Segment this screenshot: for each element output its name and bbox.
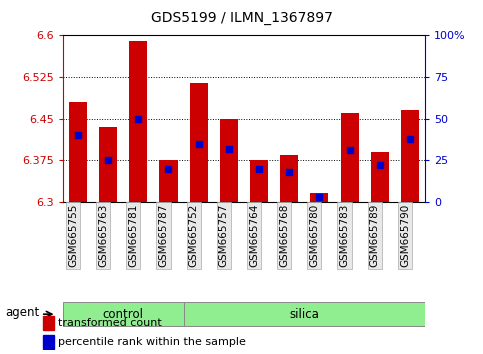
Text: GSM665780: GSM665780 — [310, 204, 319, 267]
Text: transformed count: transformed count — [58, 318, 161, 328]
Bar — [43, 335, 54, 349]
Bar — [371, 152, 389, 202]
Bar — [129, 41, 147, 202]
Bar — [341, 113, 358, 202]
Text: GSM665755: GSM665755 — [68, 204, 78, 267]
Bar — [189, 82, 208, 202]
Text: GSM665764: GSM665764 — [249, 204, 259, 267]
Bar — [250, 160, 268, 202]
Text: agent: agent — [5, 306, 39, 319]
Text: GSM665789: GSM665789 — [370, 204, 380, 267]
Bar — [280, 155, 298, 202]
FancyBboxPatch shape — [184, 302, 425, 326]
Text: GSM665752: GSM665752 — [189, 204, 199, 267]
Bar — [401, 110, 419, 202]
Text: silica: silica — [289, 308, 319, 321]
Text: GSM665783: GSM665783 — [340, 204, 350, 267]
Text: GSM665781: GSM665781 — [128, 204, 138, 267]
FancyBboxPatch shape — [63, 302, 184, 326]
Text: GSM665757: GSM665757 — [219, 204, 229, 267]
Text: GSM665768: GSM665768 — [279, 204, 289, 267]
Bar — [99, 127, 117, 202]
Text: GSM665790: GSM665790 — [400, 204, 410, 267]
Bar — [43, 316, 54, 330]
Text: GSM665787: GSM665787 — [158, 204, 169, 267]
Text: percentile rank within the sample: percentile rank within the sample — [58, 337, 246, 347]
Bar — [69, 102, 87, 202]
Text: control: control — [103, 308, 143, 321]
Bar — [311, 193, 328, 202]
Bar — [220, 119, 238, 202]
Bar — [159, 160, 178, 202]
Text: GSM665763: GSM665763 — [98, 204, 108, 267]
Text: GDS5199 / ILMN_1367897: GDS5199 / ILMN_1367897 — [151, 11, 332, 25]
